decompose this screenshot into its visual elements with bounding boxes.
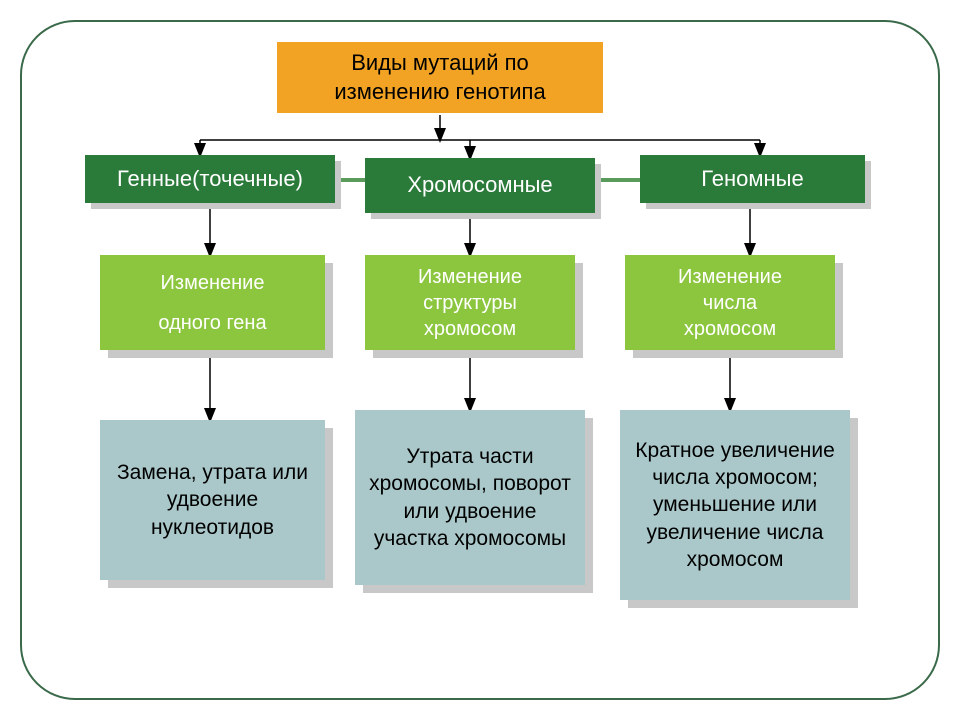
- definition-line: числа: [703, 290, 757, 316]
- definition-line: Изменение: [161, 270, 265, 296]
- definition-line: хромосом: [684, 316, 776, 342]
- detail-text: Утрата части хромосомы, поворот или удво…: [369, 443, 571, 552]
- definition-box-1: Изменениеструктурыхромосом: [365, 255, 575, 350]
- title-line1: Виды мутаций по: [351, 49, 529, 78]
- category-label: Геномные: [701, 165, 803, 194]
- category-label: Генные(точечные): [117, 165, 303, 194]
- detail-text: Замена, утрата или удвоение нуклеотидов: [114, 459, 311, 541]
- category-label: Хромосомные: [407, 171, 552, 200]
- definition-line: хромосом: [424, 316, 516, 342]
- detail-text: Кратное увеличение числа хромосом; умень…: [634, 437, 836, 573]
- definition-line: одного гена: [158, 310, 266, 336]
- detail-box-1: Утрата части хромосомы, поворот или удво…: [355, 410, 585, 585]
- definition-box-0: Изменение одного гена: [100, 255, 325, 350]
- title-box: Виды мутаций по изменению генотипа: [275, 40, 605, 115]
- definition-box-2: Изменениечислахромосом: [625, 255, 835, 350]
- detail-box-0: Замена, утрата или удвоение нуклеотидов: [100, 420, 325, 580]
- definition-line: Изменение: [678, 264, 782, 290]
- category-box-0: Генные(точечные): [85, 155, 335, 203]
- definition-line: структуры: [423, 290, 517, 316]
- detail-box-2: Кратное увеличение числа хромосом; умень…: [620, 410, 850, 600]
- title-line2: изменению генотипа: [334, 78, 545, 107]
- category-box-1: Хромосомные: [365, 158, 595, 213]
- definition-line: Изменение: [418, 264, 522, 290]
- category-box-2: Геномные: [640, 155, 865, 203]
